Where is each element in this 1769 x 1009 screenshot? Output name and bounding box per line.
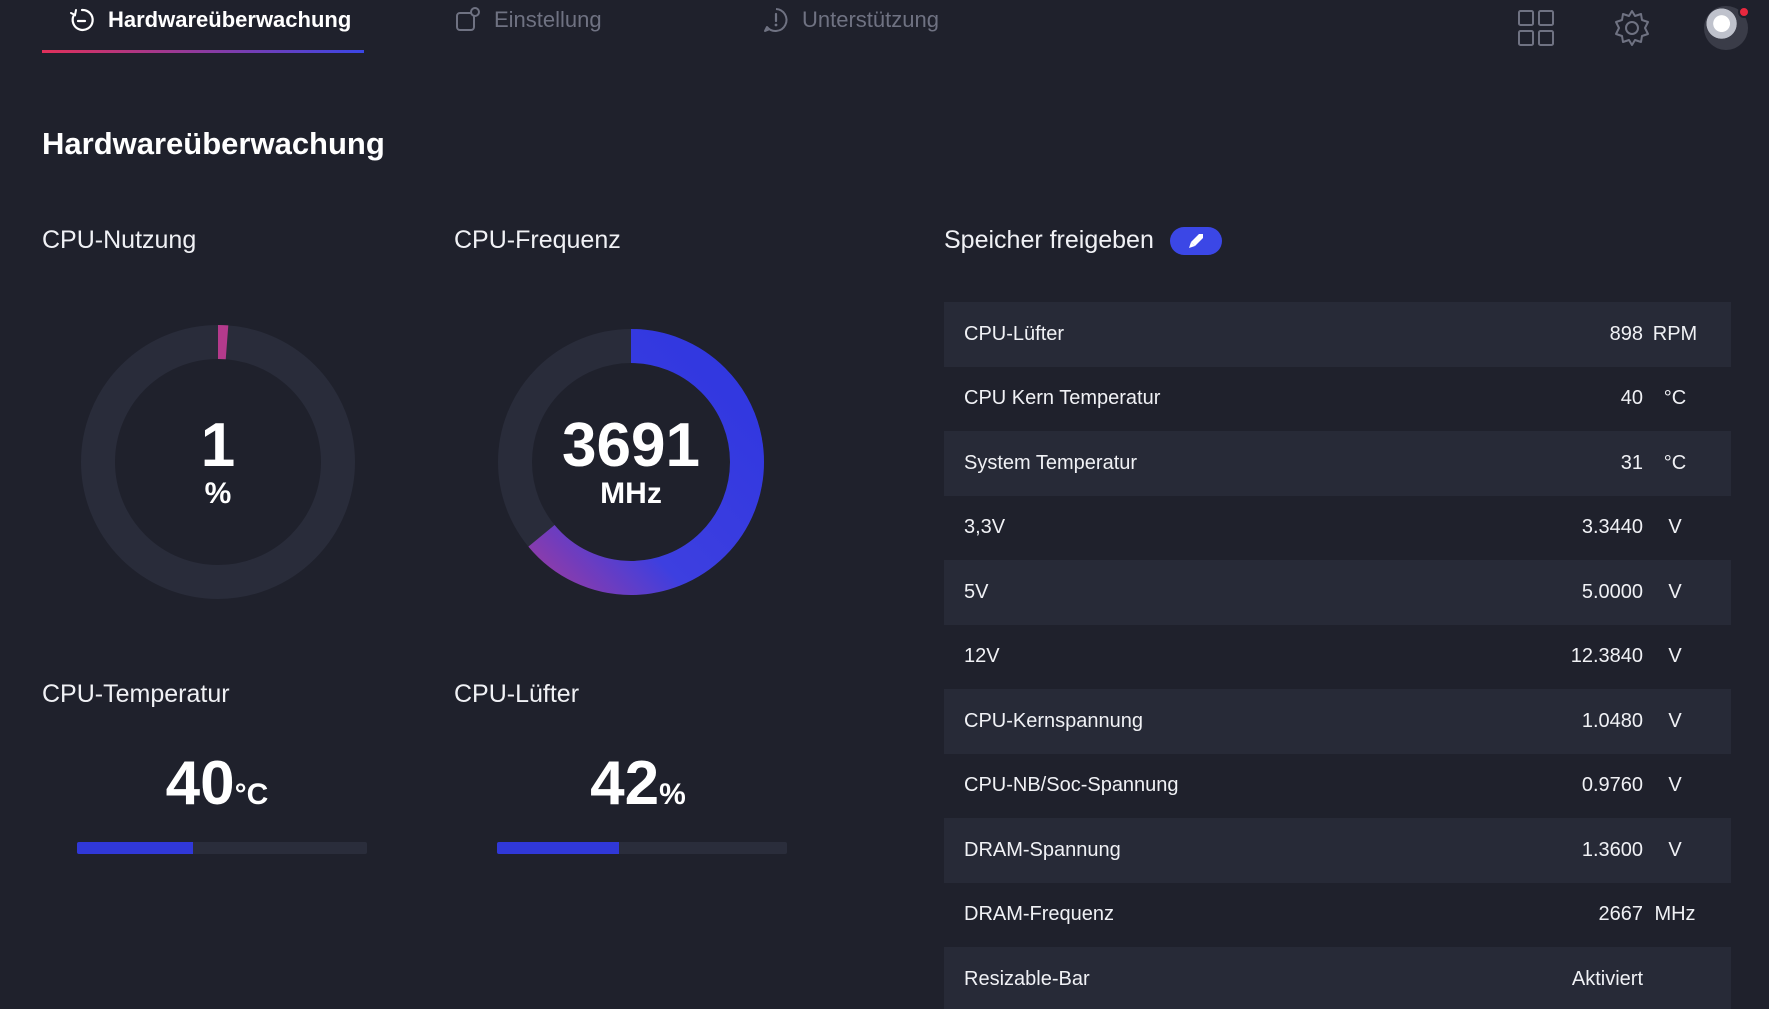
stat-value: 3.3440 — [1581, 516, 1643, 539]
cpu-temperature-unit: °C — [234, 778, 269, 811]
cpu-frequency-value: 3691 — [562, 410, 700, 480]
tab-label: Unterstützung — [802, 7, 939, 32]
gauge-refresh-icon — [70, 8, 94, 32]
stat-row: CPU-NB/Soc-Spannung 0.9760 V — [944, 754, 1731, 819]
stat-label: System Temperatur — [964, 451, 1138, 474]
stat-label: CPU Kern Temperatur — [964, 387, 1161, 410]
active-tab-underline — [42, 50, 364, 53]
stat-label: 5V — [964, 580, 989, 603]
stat-value: 31 — [1620, 451, 1643, 474]
stat-unit: °C — [1663, 451, 1687, 474]
cpu-fan-unit: % — [659, 778, 686, 811]
cpu-usage-readout: 1 % — [78, 322, 358, 602]
page-title: Hardwareüberwachung — [42, 126, 385, 161]
cpu-temperature-readout: 40°C — [72, 748, 362, 819]
cpu-fan-readout: 42% — [493, 748, 783, 819]
stat-row: CPU-Kernspannung 1.0480 V — [944, 689, 1731, 754]
cpu-fan-bar — [497, 842, 787, 854]
cpu-usage-value: 1 — [200, 410, 236, 480]
stat-label: DRAM-Frequenz — [964, 903, 1115, 926]
stat-unit: °C — [1663, 387, 1687, 410]
stat-label: CPU-NB/Soc-Spannung — [964, 774, 1179, 797]
stat-row: CPU Kern Temperatur 40 °C — [944, 367, 1731, 432]
cpu-usage-gauge: 1 % — [78, 322, 358, 602]
free-memory-button[interactable] — [1169, 226, 1222, 255]
cpu-temperature-bar-fill — [77, 842, 193, 854]
free-memory-label: Speicher freigeben — [944, 226, 1154, 254]
notification-dot — [1738, 6, 1750, 18]
stat-value: 40 — [1620, 387, 1643, 410]
stat-label: CPU-Kernspannung — [964, 709, 1143, 732]
sensor-stats-list: CPU-Lüfter 898 RPM CPU Kern Temperatur 40 °C S… — [944, 302, 1731, 1009]
stat-value: 0.9760 — [1581, 774, 1643, 797]
stat-label: 12V — [964, 645, 1000, 668]
stat-label: Resizable-Bar — [964, 967, 1090, 990]
stat-value: 2667 — [1598, 903, 1644, 926]
stat-row: DRAM-Spannung 1.3600 V — [944, 818, 1731, 883]
cpu-frequency-gauge: 3691 MHz — [491, 322, 771, 602]
cpu-frequency-gauge-ring — [498, 329, 764, 595]
cpu-temperature-value: 40 — [165, 749, 235, 818]
tab-hardware-monitoring[interactable]: Hardwareüberwachung — [68, 0, 351, 40]
cpu-temperature-bar — [77, 842, 367, 854]
settings-square-icon — [456, 7, 480, 31]
stat-value: 1.0480 — [1581, 709, 1643, 732]
cpu-frequency-unit: MHz — [600, 476, 662, 510]
cpu-usage-unit: % — [204, 476, 232, 510]
stat-unit: RPM — [1652, 322, 1698, 345]
stat-row: System Temperatur 31 °C — [944, 431, 1731, 496]
cpu-frequency-label: CPU-Frequenz — [454, 226, 621, 254]
cpu-fan-label: CPU-Lüfter — [454, 680, 580, 708]
stat-label: 3,3V — [964, 516, 1006, 539]
stat-row: 5V 5.0000 V — [944, 560, 1731, 625]
cpu-usage-label: CPU-Nutzung — [42, 226, 197, 254]
cpu-fan-value: 42 — [590, 749, 660, 818]
top-nav: Hardwareüberwachung Einstellung Unterstü… — [0, 0, 1769, 56]
tab-settings[interactable]: Einstellung — [454, 0, 602, 40]
stat-unit: V — [1668, 580, 1682, 603]
stat-value: 5.0000 — [1581, 580, 1643, 603]
grid-icon[interactable] — [1516, 8, 1556, 48]
stat-value: Aktiviert — [1571, 967, 1643, 990]
stat-value: 1.3600 — [1581, 838, 1643, 861]
stat-row: CPU-Lüfter 898 RPM — [944, 302, 1731, 367]
rocket-icon — [1188, 233, 1203, 248]
stat-row: Resizable-Bar Aktiviert — [944, 947, 1731, 1009]
tab-support[interactable]: Unterstützung — [762, 0, 939, 40]
stat-unit: V — [1668, 709, 1682, 732]
stat-unit: V — [1668, 838, 1682, 861]
stat-value: 12.3840 — [1570, 645, 1643, 668]
stat-unit: MHz — [1654, 903, 1696, 926]
free-memory-header: Speicher freigeben — [944, 226, 1222, 255]
stat-unit: V — [1668, 645, 1682, 668]
stat-label: DRAM-Spannung — [964, 838, 1121, 861]
avatar[interactable] — [1704, 6, 1750, 50]
cpu-temperature-label: CPU-Temperatur — [42, 680, 230, 708]
gear-icon[interactable] — [1612, 8, 1652, 48]
tab-label: Hardwareüberwachung — [108, 7, 352, 32]
cpu-fan-bar-fill — [497, 842, 619, 854]
cpu-frequency-readout: 3691 MHz — [491, 322, 771, 602]
stat-row: DRAM-Frequenz 2667 MHz — [944, 883, 1731, 948]
cpu-frequency-arc — [498, 329, 764, 595]
cpu-usage-arc — [81, 325, 355, 599]
stat-row: 3,3V 3.3440 V — [944, 496, 1731, 561]
stat-value: 898 — [1609, 322, 1643, 345]
stat-unit: V — [1668, 774, 1682, 797]
cpu-usage-gauge-ring — [81, 325, 355, 599]
tab-label: Einstellung — [494, 7, 602, 32]
stat-label: CPU-Lüfter — [964, 322, 1065, 345]
stat-unit: V — [1668, 516, 1682, 539]
stat-row: 12V 12.3840 V — [944, 625, 1731, 690]
alert-bubble-icon — [764, 8, 788, 32]
